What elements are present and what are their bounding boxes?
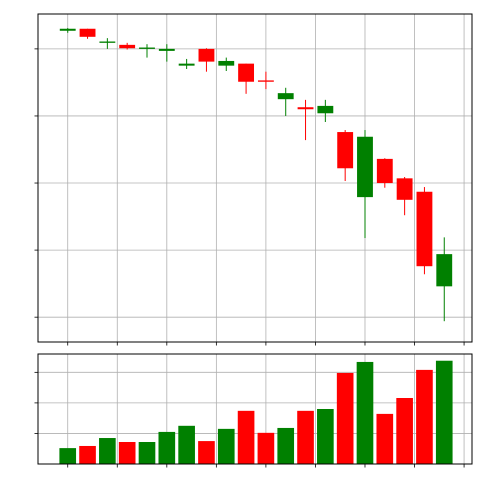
candle-body — [257, 80, 274, 82]
plot-frame — [37, 13, 473, 343]
candle-body — [317, 105, 334, 114]
volume-bar — [237, 410, 255, 464]
candle-body — [178, 63, 195, 66]
candle-body — [119, 44, 136, 49]
volume-bar — [59, 448, 77, 464]
candle-body — [79, 28, 96, 37]
candle-body — [158, 48, 175, 51]
candle-body — [277, 93, 294, 100]
volume-bar — [376, 413, 394, 464]
volume-bar — [178, 425, 195, 464]
candle-body — [416, 191, 433, 267]
candle-body — [139, 47, 155, 49]
candle-body — [436, 254, 453, 287]
volume-bar — [435, 360, 453, 464]
volume-bar — [336, 372, 354, 464]
candle-body — [396, 178, 413, 200]
volume-bar — [356, 361, 374, 464]
candle-body — [376, 158, 393, 184]
candle-body — [218, 60, 235, 66]
volume-bar — [416, 369, 433, 464]
candle-body — [337, 132, 354, 169]
volume-bar — [217, 428, 235, 464]
candle-body — [357, 136, 373, 198]
volume-bar — [79, 445, 96, 464]
candle-body — [59, 28, 76, 31]
volume-bar — [118, 442, 136, 464]
volume-bar — [396, 398, 413, 464]
volume-bar — [99, 438, 116, 464]
candle-body — [198, 48, 215, 62]
candle-body — [238, 63, 255, 82]
volume-bar — [297, 410, 314, 464]
volume-bar — [317, 409, 334, 464]
plot-frame — [37, 353, 473, 465]
volume-bar — [198, 441, 215, 464]
volume-bar — [138, 442, 156, 464]
candle-body — [297, 107, 314, 110]
volume-bar — [257, 432, 275, 464]
volume-bar — [158, 431, 176, 464]
volume-bar — [277, 427, 295, 464]
candle-body — [99, 41, 116, 43]
